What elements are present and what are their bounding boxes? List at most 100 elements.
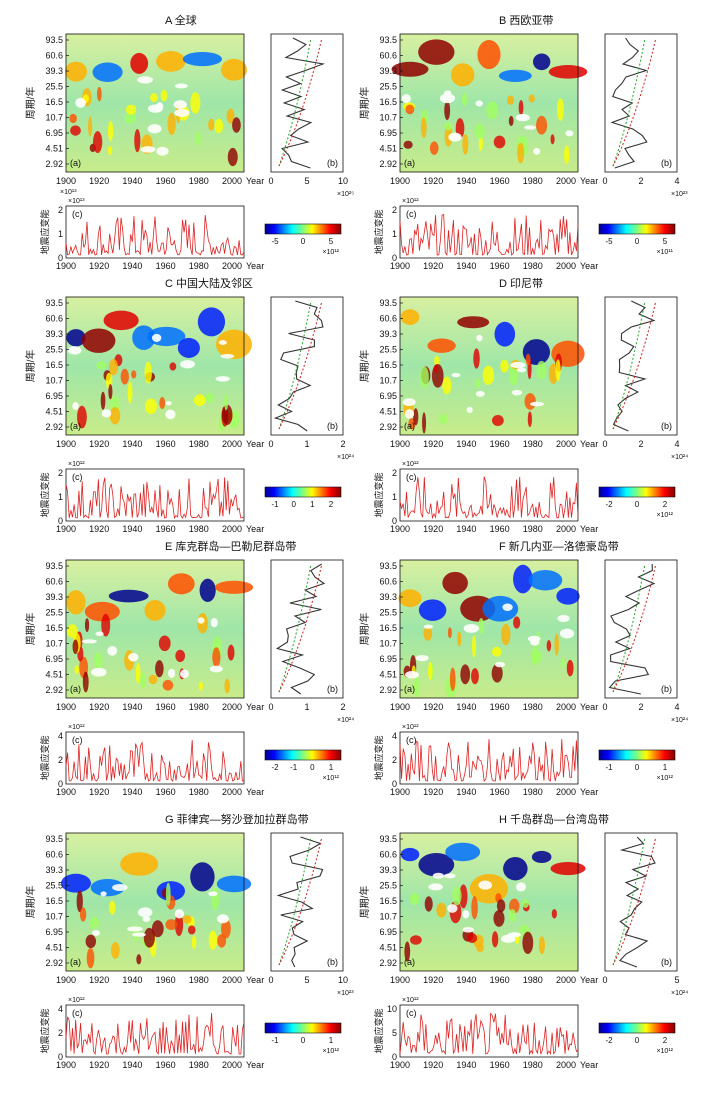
year-tick-label: 1900: [390, 176, 410, 186]
heatmap-blob: [190, 92, 201, 114]
heatmap-blob: [531, 646, 539, 666]
heatmap-blob: [135, 663, 141, 684]
heatmap-blank: [507, 932, 522, 938]
period-tick-label: 6.95: [379, 654, 397, 664]
period-tick-label: 60.6: [379, 850, 397, 860]
series-frame: [65, 205, 245, 259]
period-tick-label: 4.51: [379, 943, 397, 953]
panel-d: D 印尼带 93.5 60.6 39.3 25.5 16.5 10.7 6.95 4.51 2.9…: [358, 277, 688, 534]
series-year-tick-label: 1960: [156, 1060, 176, 1070]
strain-exponent-label: ×10¹²: [68, 461, 85, 468]
heatmap-blob: [136, 954, 142, 965]
colorbar-tick-label: -5: [271, 237, 279, 246]
year-unit-label: Year: [246, 975, 264, 985]
heatmap-blob: [92, 131, 103, 154]
strain-series-line: [65, 740, 245, 782]
heatmap-blank: [475, 100, 483, 107]
series-year-tick-label: 2000: [222, 1060, 242, 1070]
sublabel-b: (b): [661, 158, 672, 168]
period-tick-label: 4.51: [45, 943, 63, 953]
heatmap-blob: [76, 890, 83, 913]
heatmap-blank: [462, 926, 475, 933]
heatmap-blob: [214, 118, 224, 134]
heatmap-blob: [444, 122, 453, 131]
year-tick-label: 1900: [390, 975, 410, 985]
series-year-tick-label: 1980: [523, 787, 543, 797]
heatmap-blob: [508, 364, 519, 386]
heatmap-blank: [401, 94, 411, 104]
heatmap-blob: [216, 329, 252, 360]
colorbar: -1 0 1 ×10¹²: [264, 1022, 342, 1055]
period-tick-label: 6.95: [45, 927, 63, 937]
heatmap-frame: [65, 296, 245, 436]
heatmap-blob: [550, 134, 555, 145]
series-year-tick-label: 1960: [490, 524, 510, 534]
heatmap-blank: [515, 113, 530, 122]
strain-tick-label: 4: [392, 731, 397, 741]
heatmap-blob: [197, 307, 226, 337]
heatmap-blob: [554, 633, 559, 656]
colorbar-tick-label: 2: [329, 500, 334, 509]
strain-series-plot: 0 2 4 1900 1920 1940 1960 1980 2000 Year ×10¹² (c) 地…: [39, 724, 264, 797]
year-tick-label: 2000: [556, 439, 576, 449]
sublabel-a: (a): [404, 421, 415, 431]
heatmap-blob: [548, 65, 588, 79]
year-tick-label: 1960: [156, 176, 176, 186]
colorbar-tick-label: 5: [329, 237, 334, 246]
power-tick-label: 10: [338, 176, 348, 186]
colorbar-gradient: [598, 223, 676, 235]
significance-curve-green: [612, 302, 646, 430]
panel-e: E 库克群岛—巴勒尼群岛带 93.5 60.6 39.3 25.5 16.5 10.7 6.9…: [24, 539, 354, 797]
power-tick-label: 0: [268, 702, 273, 712]
series-year-unit-label: Year: [246, 1060, 264, 1070]
strain-series-plot: 0 1 2 1900 1920 1940 1960 1980 2000 Year ×10¹² (c) 地…: [373, 461, 598, 534]
strain-series-line: [65, 477, 245, 519]
power-tick-label: 2: [340, 702, 345, 712]
sublabel-c: (c): [72, 209, 83, 219]
panel-g: G 菲律宾—努沙登加拉群岛带 93.5 60.6 39.3 25.5 16.5 10.7 6.…: [24, 812, 354, 1070]
significance-curve-red: [612, 565, 656, 693]
year-tick-label: 2000: [222, 439, 242, 449]
heatmap-blob: [438, 413, 448, 425]
heatmap-frame: [65, 559, 245, 699]
strain-tick-label: 0: [58, 253, 63, 263]
heatmap-blob: [84, 601, 120, 622]
colorbar: -2 0 2 ×10¹²: [598, 1022, 676, 1055]
power-exponent-label: ×10²³: [671, 191, 688, 198]
strain-tick-label: 2: [58, 205, 63, 215]
heatmap-blob: [222, 404, 233, 425]
panel-title: F 新几内亚—洛德豪岛带: [499, 539, 619, 553]
strain-tick-label: 5: [392, 1028, 397, 1038]
series-year-tick-label: 2000: [222, 787, 242, 797]
year-tick-label: 1960: [156, 702, 176, 712]
period-tick-label: 10.7: [45, 639, 63, 649]
heatmap-blank: [179, 669, 190, 679]
heatmap-blob: [221, 919, 231, 939]
heatmap-blank: [95, 631, 104, 637]
series-year-tick-label: 1940: [456, 261, 476, 271]
period-tick-label: 2.92: [45, 422, 63, 432]
series-year-tick-label: 1980: [189, 524, 209, 534]
strain-tick-label: 0: [392, 779, 397, 789]
heatmap-frame: [399, 33, 579, 173]
heatmap-blank: [165, 401, 172, 406]
heatmap-blob: [424, 896, 433, 912]
heatmap-blob: [159, 397, 166, 409]
significance-curve-green: [612, 838, 646, 966]
heatmap-blob: [101, 613, 111, 637]
strain-tick-label: 1: [392, 229, 397, 239]
heatmap-blank: [174, 108, 190, 117]
colorbar-gradient: [264, 1022, 342, 1034]
heatmap-blob: [165, 919, 178, 931]
sublabel-c: (c): [72, 1008, 83, 1018]
heatmap-blank: [466, 406, 473, 414]
series-year-tick-label: 1900: [390, 524, 410, 534]
heatmap-blob: [398, 589, 422, 608]
power-tick-label: 5: [674, 975, 679, 985]
period-tick-label: 25.5: [45, 345, 63, 355]
heatmap-blob: [450, 63, 475, 87]
heatmap-blank: [502, 603, 513, 612]
heatmap-blank: [476, 334, 483, 342]
heatmap-blob: [404, 941, 411, 962]
strain-tick-label: 1: [392, 492, 397, 502]
